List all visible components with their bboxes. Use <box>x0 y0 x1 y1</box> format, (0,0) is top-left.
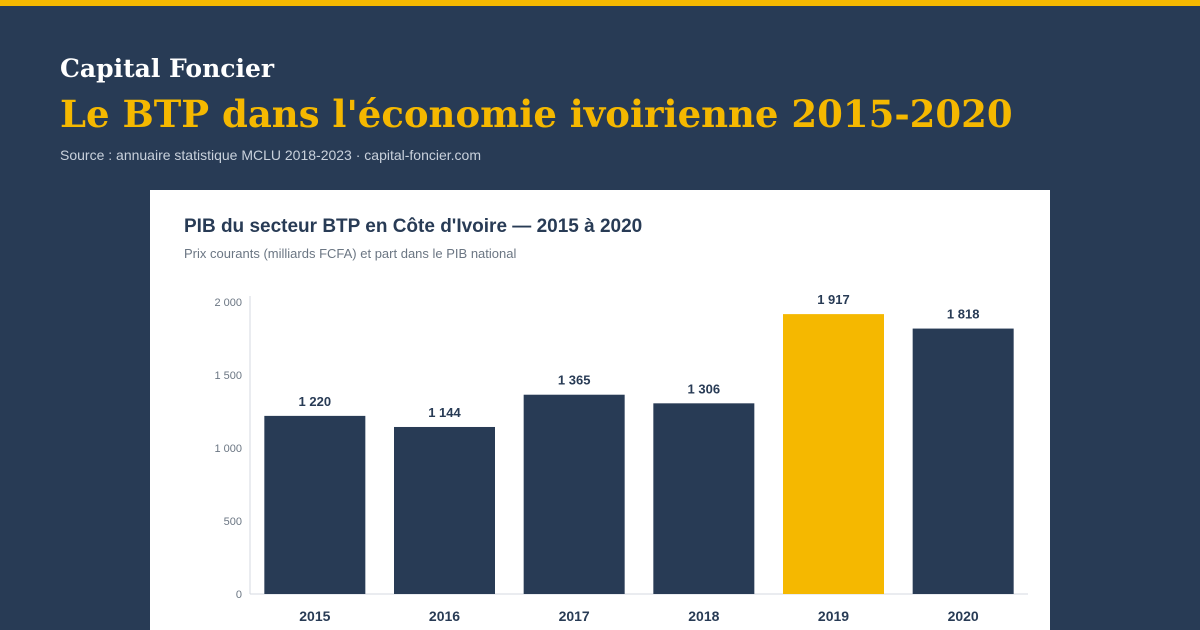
x-tick-label-2020: 2020 <box>948 608 979 624</box>
data-label-2018: 1 306 <box>688 381 721 396</box>
top-accent-bar <box>0 0 1200 6</box>
x-tick-label-2019: 2019 <box>818 608 849 624</box>
y-tick-label: 2 000 <box>214 297 242 309</box>
y-tick-label: 500 <box>224 516 242 528</box>
bar-chart: 0 500 1 000 1 500 2 000 1 220 2015 1 144 2016 1 3… <box>214 292 1028 624</box>
x-tick-label-2016: 2016 <box>429 608 460 624</box>
data-label-2020: 1 818 <box>947 307 980 322</box>
bar-2018 <box>653 403 755 594</box>
y-tick-label: 1 500 <box>214 370 242 382</box>
data-label-2019: 1 917 <box>817 292 850 307</box>
source-note: Source : annuaire statistique MCLU 2018-… <box>60 147 481 163</box>
y-tick-label: 0 <box>236 589 242 601</box>
chart-card: PIB du secteur BTP en Côte d'Ivoire — 20… <box>150 190 1050 630</box>
bar-2015 <box>264 415 366 594</box>
x-tick-label-2018: 2018 <box>688 608 719 624</box>
chart-title: PIB du secteur BTP en Côte d'Ivoire — 20… <box>184 216 643 237</box>
brand-name: Capital Foncier <box>60 54 275 83</box>
data-label-2017: 1 365 <box>558 373 591 388</box>
x-tick-label-2015: 2015 <box>299 608 330 624</box>
data-label-2016: 1 144 <box>428 405 461 420</box>
bar-2016 <box>394 426 495 594</box>
bar-2020 <box>912 328 1014 594</box>
x-tick-label-2017: 2017 <box>559 608 590 624</box>
data-label-2015: 1 220 <box>299 394 332 409</box>
page-headline: Le BTP dans l'économie ivoirienne 2015-2… <box>60 92 1013 136</box>
y-tick-label: 1 000 <box>214 443 242 455</box>
bar-2019 <box>783 314 884 594</box>
chart-subtitle: Prix courants (milliards FCFA) et part d… <box>184 246 517 261</box>
bar-2017 <box>523 394 625 594</box>
